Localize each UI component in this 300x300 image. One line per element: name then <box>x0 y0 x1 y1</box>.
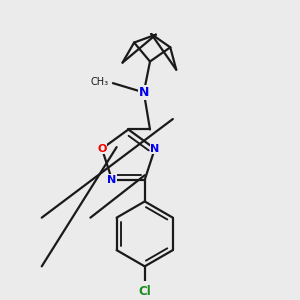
Text: Cl: Cl <box>138 285 151 298</box>
Text: N: N <box>150 144 159 154</box>
Text: N: N <box>139 86 149 99</box>
Text: O: O <box>97 144 106 154</box>
Text: CH₃: CH₃ <box>90 76 108 87</box>
Text: N: N <box>107 175 117 185</box>
